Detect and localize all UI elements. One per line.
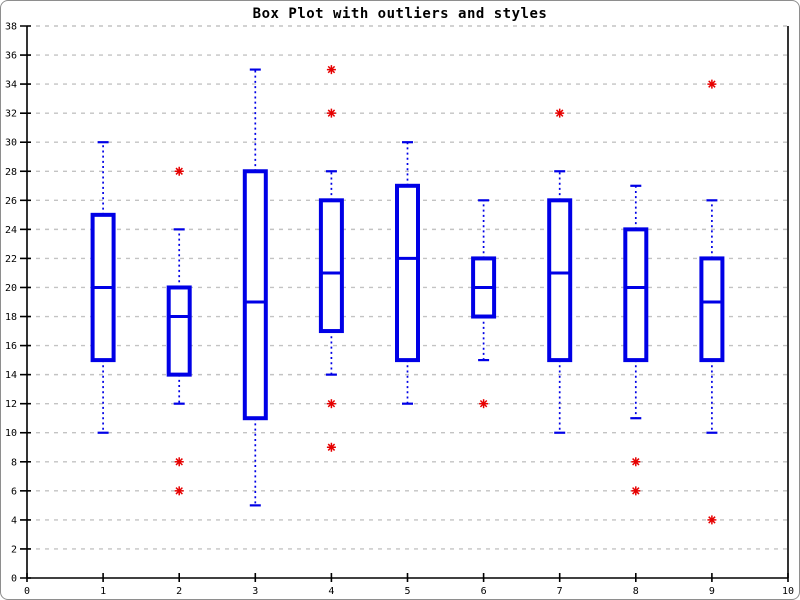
x-tick-label: 7 xyxy=(557,586,563,597)
y-tick-label: 24 xyxy=(5,225,17,236)
y-tick-label: 12 xyxy=(5,399,17,410)
y-tick-label: 18 xyxy=(5,312,17,323)
outlier-marker xyxy=(707,515,717,525)
y-tick-label: 38 xyxy=(5,22,17,33)
x-tick-label: 0 xyxy=(24,586,30,597)
y-tick-label: 32 xyxy=(5,109,17,120)
y-tick-label: 14 xyxy=(5,370,17,381)
x-tick-label: 5 xyxy=(404,586,410,597)
outlier-marker xyxy=(555,108,565,118)
outlier-marker xyxy=(174,166,184,176)
outlier-marker xyxy=(479,399,489,409)
outlier-marker xyxy=(174,457,184,467)
x-tick-label: 8 xyxy=(633,586,639,597)
outlier-marker xyxy=(174,486,184,496)
outlier-marker xyxy=(631,486,641,496)
outlier-spoke xyxy=(327,399,336,408)
x-tick-label: 3 xyxy=(252,586,258,597)
outlier-spoke xyxy=(175,487,183,495)
outlier-marker xyxy=(707,79,717,89)
outlier-spoke xyxy=(632,458,640,466)
x-tick-label: 9 xyxy=(709,586,715,597)
outlier-spoke xyxy=(175,458,183,466)
outlier-spoke xyxy=(708,516,716,524)
y-tick-label: 26 xyxy=(5,196,17,207)
outlier-spoke xyxy=(479,399,488,408)
y-tick-label: 2 xyxy=(11,544,17,555)
outlier-spoke xyxy=(327,109,336,117)
y-tick-label: 22 xyxy=(5,254,17,265)
y-tick-label: 20 xyxy=(5,283,17,294)
outlier-spoke xyxy=(327,443,336,451)
outlier-spoke xyxy=(632,487,640,495)
outlier-marker xyxy=(326,442,336,452)
outlier-marker xyxy=(326,108,336,118)
outlier-marker xyxy=(326,65,336,75)
box-rect xyxy=(242,169,268,421)
outlier-spoke xyxy=(708,80,716,88)
y-tick-label: 36 xyxy=(5,51,17,62)
y-tick-label: 4 xyxy=(11,515,17,526)
x-tick-label: 1 xyxy=(100,586,106,597)
x-tick-label: 6 xyxy=(481,586,487,597)
x-tick-label: 4 xyxy=(328,586,334,597)
y-tick-label: 16 xyxy=(5,341,17,352)
chart-title: Box Plot with outliers and styles xyxy=(252,6,548,22)
x-tick-label: 10 xyxy=(782,586,794,597)
box-rect xyxy=(623,227,649,363)
y-tick-label: 10 xyxy=(5,428,17,439)
outlier-spoke xyxy=(175,167,183,175)
y-tick-label: 8 xyxy=(11,457,17,468)
box-rect xyxy=(395,183,420,363)
outlier-spoke xyxy=(555,109,564,117)
box-rect xyxy=(166,285,192,377)
outlier-marker xyxy=(326,399,336,409)
outlier-marker xyxy=(631,457,641,467)
y-tick-label: 28 xyxy=(5,167,17,178)
y-tick-label: 30 xyxy=(5,138,17,149)
y-tick-label: 34 xyxy=(5,80,17,91)
y-tick-label: 0 xyxy=(11,574,17,585)
box-rect xyxy=(699,256,725,363)
outlier-spoke xyxy=(327,65,336,74)
box-rect xyxy=(318,198,344,334)
box-rect xyxy=(547,198,573,363)
y-tick-label: 6 xyxy=(11,486,17,497)
x-tick-label: 2 xyxy=(176,586,182,597)
